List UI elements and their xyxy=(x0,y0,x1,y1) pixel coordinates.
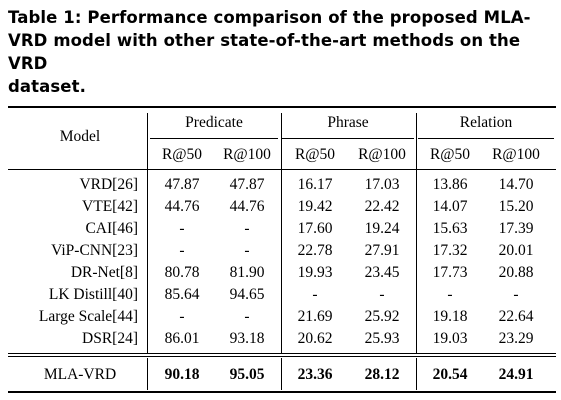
final-row-cell: 95.05 xyxy=(229,366,265,383)
row-model-name: Large Scale[44] xyxy=(38,308,138,325)
row-model-name: CAI[46] xyxy=(85,220,138,237)
table-caption: Table 1: Performance comparison of the p… xyxy=(8,6,556,98)
table-cell: 20.88 xyxy=(498,264,534,281)
final-row-cell: 28.12 xyxy=(364,366,400,383)
table-cell: 85.64 xyxy=(164,286,200,303)
metric-header-cell: R@50 xyxy=(429,146,471,163)
header-group-phrase: Phrase xyxy=(327,114,369,131)
table-cell: 21.69 xyxy=(297,308,333,325)
vline-phrase xyxy=(416,113,417,353)
row-model-name: LK Distill[40] xyxy=(48,286,138,303)
table-cell: 22.78 xyxy=(297,242,333,259)
table-cell: 23.29 xyxy=(498,330,534,347)
table-cell: 17.32 xyxy=(432,242,468,259)
caption-line-3: dataset. xyxy=(8,77,86,96)
table-cell: - xyxy=(179,242,185,259)
table-cell: - xyxy=(244,308,250,325)
vline-model xyxy=(147,113,148,353)
vline-predicate xyxy=(281,113,282,353)
table-cell: 19.18 xyxy=(432,308,468,325)
table-cell: - xyxy=(179,220,185,237)
table-cell: 22.42 xyxy=(364,198,400,215)
double-rule-lower xyxy=(8,356,556,357)
table-cell: 20.62 xyxy=(297,330,333,347)
header-group-relation: Relation xyxy=(459,114,513,131)
row-model-name: ViP-CNN[23] xyxy=(51,242,138,259)
header-rule xyxy=(8,169,556,170)
final-row-cell: 23.36 xyxy=(297,366,333,383)
table-cell: 47.87 xyxy=(229,176,265,193)
table-cell: 27.91 xyxy=(364,242,400,259)
row-model-name: DSR[24] xyxy=(82,330,138,347)
table-cell: 86.01 xyxy=(164,330,200,347)
metric-header-cell: R@50 xyxy=(294,146,336,163)
metric-header-cell: R@100 xyxy=(223,146,271,163)
table-cell: 94.65 xyxy=(229,286,265,303)
top-rule xyxy=(8,106,556,108)
table-cell: 13.86 xyxy=(432,176,468,193)
table-cell: 19.93 xyxy=(297,264,333,281)
metric-header-cell: R@50 xyxy=(161,146,203,163)
table-cell: 15.20 xyxy=(498,198,534,215)
table-cell: - xyxy=(447,286,453,303)
table-cell: - xyxy=(513,286,519,303)
table-cell: 19.03 xyxy=(432,330,468,347)
table-cell: 14.07 xyxy=(432,198,468,215)
table-cell: - xyxy=(379,286,385,303)
metric-header-cell: R@100 xyxy=(358,146,406,163)
table-cell: - xyxy=(179,308,185,325)
final-row-cell: 20.54 xyxy=(432,366,468,383)
row-model-name: VTE[42] xyxy=(82,198,138,215)
table-cell: 44.76 xyxy=(164,198,200,215)
vline-model-final xyxy=(147,358,148,390)
double-rule-upper xyxy=(8,353,556,354)
vline-phrase-final xyxy=(416,358,417,390)
final-row-model-name: MLA-VRD xyxy=(43,366,117,383)
table-cell: 80.78 xyxy=(164,264,200,281)
table-cell: 14.70 xyxy=(498,176,534,193)
caption-line-1: Table 1: Performance comparison of the p… xyxy=(8,8,531,27)
group-underline-predicate xyxy=(150,138,278,139)
metric-header-cell: R@100 xyxy=(492,146,540,163)
table-cell: 25.92 xyxy=(364,308,400,325)
table-cell: 47.87 xyxy=(164,176,200,193)
table-cell: 17.73 xyxy=(432,264,468,281)
table-cell: 23.45 xyxy=(364,264,400,281)
table-cell: 44.76 xyxy=(229,198,265,215)
group-underline-relation xyxy=(418,138,554,139)
table-cell: 17.03 xyxy=(364,176,400,193)
table-cell: 15.63 xyxy=(432,220,468,237)
table-cell: 19.42 xyxy=(297,198,333,215)
row-model-name: DR-Net[8] xyxy=(70,264,138,281)
vline-predicate-final xyxy=(281,358,282,390)
caption-line-2: VRD model with other state-of-the-art me… xyxy=(8,31,521,73)
table-cell: 81.90 xyxy=(229,264,265,281)
table-cell: 25.93 xyxy=(364,330,400,347)
final-row-cell: 24.91 xyxy=(498,366,534,383)
final-row-cell: 90.18 xyxy=(164,366,200,383)
table-cell: - xyxy=(244,242,250,259)
bottom-rule xyxy=(8,391,556,393)
row-model-name: VRD[26] xyxy=(79,176,138,193)
table-cell: 17.39 xyxy=(498,220,534,237)
table-cell: 19.24 xyxy=(364,220,400,237)
table-cell: - xyxy=(312,286,318,303)
header-group-predicate: Predicate xyxy=(185,114,243,131)
table-cell: 17.60 xyxy=(297,220,333,237)
table-cell: 22.64 xyxy=(498,308,534,325)
table-cell: 20.01 xyxy=(498,242,534,259)
table-cell: - xyxy=(244,220,250,237)
table-cell: 16.17 xyxy=(297,176,333,193)
header-model: Model xyxy=(59,128,101,145)
table-cell: 93.18 xyxy=(229,330,265,347)
group-underline-phrase xyxy=(282,138,414,139)
